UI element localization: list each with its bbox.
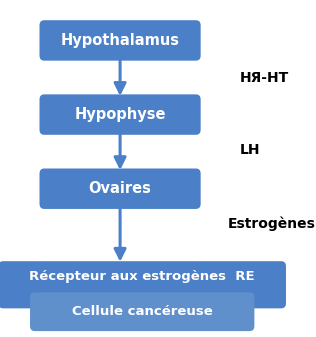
Text: Ovaires: Ovaires [89,181,151,196]
Text: Récepteur aux estrogènes  RE: Récepteur aux estrogènes RE [29,270,255,283]
FancyBboxPatch shape [30,292,254,331]
Text: HЯ-HT: HЯ-HT [240,70,289,85]
FancyBboxPatch shape [40,168,201,209]
Text: Hypophyse: Hypophyse [74,107,166,122]
Text: LH: LH [240,143,261,157]
FancyBboxPatch shape [40,94,201,135]
FancyBboxPatch shape [0,261,286,308]
FancyBboxPatch shape [40,20,201,61]
Text: Cellule cancéreuse: Cellule cancéreuse [72,305,213,318]
Text: Estrogènes: Estrogènes [228,217,315,232]
Text: Hypothalamus: Hypothalamus [61,33,179,48]
